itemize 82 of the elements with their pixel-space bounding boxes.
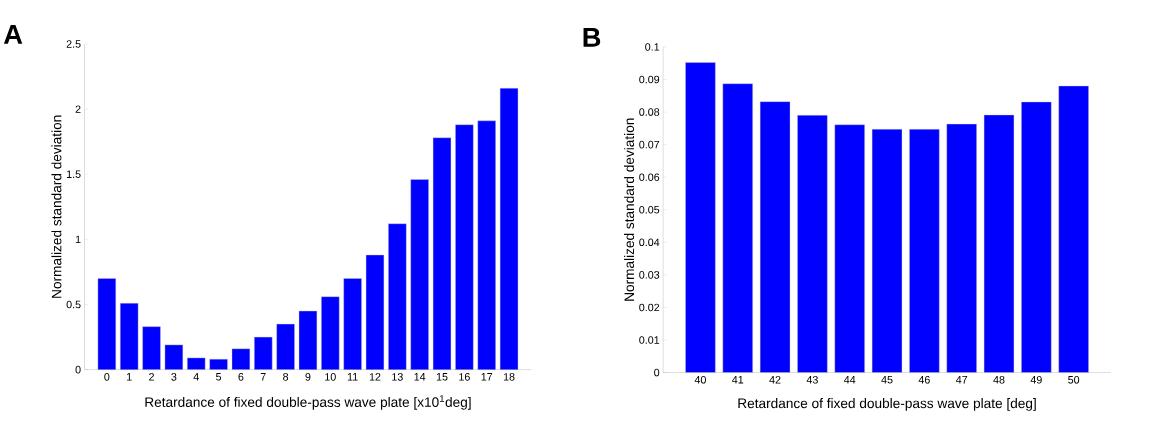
x-tick-label: 13: [392, 372, 403, 381]
bar: [1021, 101, 1052, 373]
text: A: [3, 24, 23, 44]
y-tick-label: 0.02: [639, 303, 660, 312]
x-tick-label: 5: [216, 372, 222, 381]
x-tick-label: 45: [881, 375, 893, 384]
bar: [685, 62, 716, 373]
x-tick-label: 16: [459, 372, 470, 381]
x-tick-label: 44: [844, 375, 856, 384]
y-tick-label: 0: [75, 365, 81, 374]
y-tick-label: 0.05: [639, 205, 660, 214]
bar: [187, 357, 206, 370]
x-tick-label: 17: [481, 372, 493, 381]
x-tick-label: 7: [260, 372, 266, 381]
bar: [343, 278, 362, 370]
y-tick-label: 2.5: [66, 40, 81, 48]
text: B: [583, 27, 601, 47]
bar: [298, 310, 318, 370]
y-tick-label: 0.06: [639, 173, 660, 181]
bar: [388, 223, 407, 370]
y-tick-label: 0.08: [639, 108, 660, 116]
bar: [871, 128, 903, 373]
bar: [209, 358, 228, 370]
x-tick-label: 6: [238, 372, 244, 381]
bar: [455, 124, 474, 370]
x-tick-label: 48: [993, 375, 1005, 384]
y-tick-label: 1: [75, 235, 81, 243]
x-axis-title: Retardance of fixed double-pass wave plate [deg]: [738, 397, 1036, 411]
bar: [432, 137, 452, 370]
x-tick-label: 12: [369, 372, 381, 381]
x-tick-label: 11: [347, 372, 358, 381]
bar: [254, 336, 273, 370]
bar: [164, 344, 184, 370]
x-tick-label: 4: [193, 372, 199, 381]
x-tick-label: 14: [414, 372, 426, 381]
x-tick-label: 3: [171, 372, 177, 381]
x-tick-label: 43: [806, 375, 818, 384]
x-tick-label: 41: [732, 375, 744, 384]
bar: [97, 278, 116, 370]
bar: [983, 114, 1015, 373]
bar: [1058, 85, 1089, 373]
x-tick-label: 10: [325, 372, 336, 381]
bar: [759, 101, 791, 373]
bar: [722, 83, 753, 373]
y-tick-label: 0.03: [639, 270, 660, 279]
x-tick-label: 9: [305, 372, 311, 381]
x-tick-label: 2: [149, 372, 154, 381]
x-tick-label: 49: [1030, 375, 1042, 384]
y-tick-label: 1.5: [66, 170, 81, 178]
bar: [834, 124, 865, 373]
y-tick-label: 0.5: [66, 300, 81, 309]
bar: [499, 87, 519, 370]
bar: [909, 128, 940, 373]
x-tick-label: 40: [694, 375, 706, 384]
bar: [477, 120, 496, 370]
y-tick-label: 0.1: [645, 43, 660, 51]
bar: [321, 296, 340, 370]
y-tick-label: 0.07: [639, 140, 660, 149]
x-tick-label: 50: [1068, 375, 1080, 384]
x-tick-label: 18: [503, 372, 515, 381]
y-tick-label: 2: [75, 105, 81, 113]
x-tick-label: 42: [769, 375, 781, 384]
x-tick-label: 8: [283, 372, 289, 381]
bar: [410, 179, 429, 370]
bar: [142, 326, 161, 370]
x-tick-label: 47: [955, 375, 968, 384]
x-tick-label: 1: [127, 372, 132, 381]
y-axis-title: Normalized standard deviation: [624, 118, 635, 301]
x-tick-label: 0: [104, 372, 110, 381]
y-tick-label: 0.09: [639, 75, 660, 84]
y-tick-label: 0.04: [639, 238, 660, 246]
x-axis-title: Retardance of fixed double-pass wave plate [x10$^{1}$deg]: [145, 395, 471, 410]
bar: [120, 302, 139, 370]
bar: [365, 254, 385, 370]
bar: [946, 123, 977, 373]
y-tick-label: 0.01: [639, 336, 660, 344]
bar: [797, 114, 828, 373]
bar: [276, 323, 295, 370]
bar: [231, 348, 251, 370]
y-axis-title: Normalized standard deviation: [51, 115, 62, 298]
x-tick-label: 15: [436, 372, 448, 381]
x-tick-label: 46: [918, 375, 930, 384]
